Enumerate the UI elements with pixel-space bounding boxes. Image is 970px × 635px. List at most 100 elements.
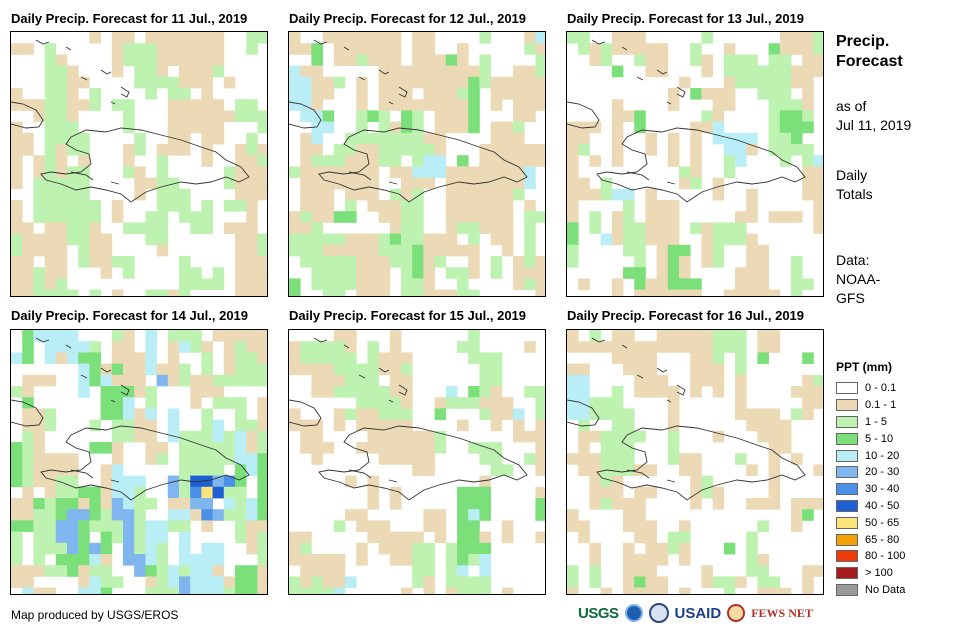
precip-cell — [378, 520, 391, 532]
precip-cell — [378, 244, 391, 257]
precip-cell — [757, 76, 769, 89]
precip-cell — [578, 520, 590, 532]
precip-cell — [412, 54, 424, 66]
precip-cell — [134, 419, 146, 432]
precip-cell — [167, 32, 180, 44]
precip-cell — [333, 419, 346, 432]
precip-cell — [212, 43, 225, 55]
precip-cell — [513, 99, 525, 111]
precip-cell — [156, 587, 169, 594]
precip-cell — [212, 54, 225, 66]
precip-cell — [623, 442, 635, 454]
precip-cell — [356, 144, 368, 156]
precip-cell — [378, 76, 391, 89]
precip-cell — [44, 330, 57, 342]
precip-cell — [356, 363, 368, 376]
precip-cell — [67, 76, 79, 89]
precip-cell — [457, 554, 469, 566]
precip-cell — [145, 211, 157, 223]
precip-cell — [179, 188, 191, 201]
precip-cell — [145, 177, 157, 190]
precip-cell — [257, 442, 267, 454]
precip-cell — [412, 442, 424, 454]
precip-cell — [322, 110, 335, 122]
precip-cell — [345, 278, 357, 290]
precip-cell — [611, 65, 624, 78]
precip-cell — [201, 554, 213, 566]
precip-cell — [611, 222, 624, 234]
panel-title-1: Daily Precip. Forecast for 11 Jul., 2019 — [11, 11, 248, 26]
precip-cell — [179, 278, 191, 290]
precip-cell — [634, 554, 646, 566]
precip-cell — [356, 256, 368, 268]
precip-cell — [289, 531, 301, 544]
precip-cell — [235, 498, 247, 510]
precip-cell — [257, 408, 267, 420]
precip-cell — [367, 475, 379, 488]
precip-cell — [611, 289, 624, 296]
precip-cell — [389, 188, 402, 201]
coastline — [567, 101, 600, 129]
legend-item: No Data — [836, 582, 905, 599]
precip-cell — [634, 121, 646, 134]
precip-cell — [524, 32, 536, 44]
precip-cell — [468, 531, 480, 544]
precip-cell — [513, 166, 525, 178]
precip-cell — [535, 509, 545, 521]
precip-cell — [322, 565, 335, 577]
precip-cell — [802, 99, 814, 111]
precip-cell — [723, 341, 736, 353]
precip-cell — [445, 88, 458, 100]
precip-cell — [723, 65, 736, 78]
precip-cell — [167, 486, 180, 499]
precip-cell — [501, 121, 514, 134]
precip-cell — [412, 233, 424, 246]
precip-cell — [623, 430, 635, 443]
precip-cell — [445, 188, 458, 201]
precip-cell — [690, 222, 702, 234]
legend-swatch — [836, 399, 858, 412]
precip-cell — [311, 76, 323, 89]
precip-cell — [457, 65, 469, 78]
precip-cell — [690, 155, 702, 167]
precip-cell — [735, 54, 747, 66]
precip-cell — [434, 76, 447, 89]
precip-cell — [634, 509, 646, 521]
legend-label: 20 - 30 — [865, 466, 900, 479]
precip-cell — [345, 330, 357, 342]
precip-cell — [412, 144, 424, 156]
precip-cell — [423, 278, 435, 290]
precip-cell — [779, 65, 792, 78]
precip-cell — [212, 330, 225, 342]
precip-cell — [690, 144, 702, 156]
precip-cell — [367, 256, 379, 268]
precip-cell — [457, 121, 469, 134]
precip-cell — [11, 166, 23, 178]
precip-cell — [89, 509, 101, 521]
precip-cell — [735, 374, 747, 387]
precip-cell — [768, 486, 781, 499]
precip-cell — [246, 144, 258, 156]
precip-cell — [445, 76, 458, 89]
precip-cell — [322, 442, 335, 454]
precip-cell — [44, 419, 57, 432]
precip-cell — [257, 542, 267, 555]
precip-cell — [311, 132, 323, 145]
precip-cell — [356, 419, 368, 432]
precip-cell — [757, 88, 769, 100]
precip-cell — [791, 386, 803, 398]
precip-cell — [679, 520, 691, 532]
precip-cell — [712, 177, 725, 190]
precip-cell — [356, 408, 368, 420]
precip-cell — [524, 155, 536, 167]
precip-cell — [156, 188, 169, 201]
precip-cell — [768, 88, 781, 100]
precip-cell — [356, 289, 368, 296]
precip-cell — [179, 531, 191, 544]
precip-cell — [235, 587, 247, 594]
precip-cell — [44, 121, 57, 134]
legend-label: > 100 — [865, 567, 893, 580]
precip-cell — [367, 442, 379, 454]
precip-cell — [22, 244, 34, 257]
precip-cell — [479, 386, 491, 398]
